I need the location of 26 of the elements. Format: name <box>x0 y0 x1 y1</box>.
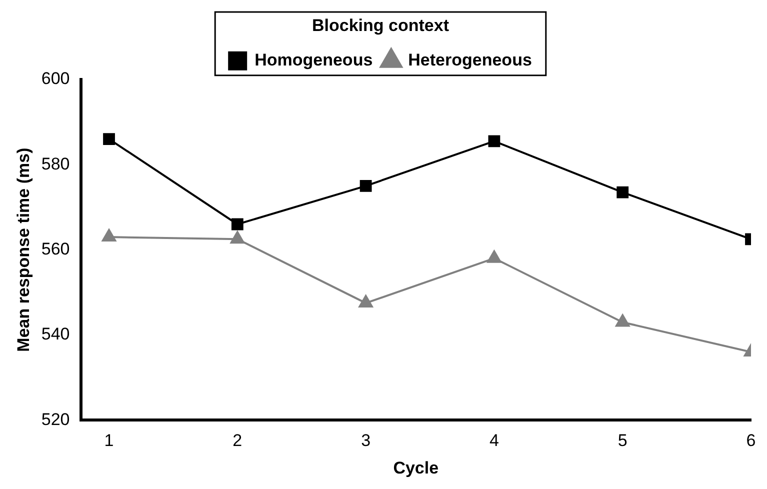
y-tick-label: 540 <box>41 324 70 344</box>
point <box>616 314 630 327</box>
x-tick-label: 5 <box>618 431 628 450</box>
point <box>360 180 372 192</box>
point <box>103 133 115 145</box>
x-tick-label: 6 <box>746 431 756 450</box>
x-axis-title: Cycle <box>393 458 439 478</box>
x-tick-label: 1 <box>104 431 114 450</box>
point <box>231 218 244 230</box>
y-tick-label: 520 <box>41 410 70 429</box>
point <box>616 186 629 198</box>
point <box>358 295 373 308</box>
x-tick-label: 2 <box>232 431 242 450</box>
y-tick-label: 580 <box>41 154 70 174</box>
legend-title: Blocking context <box>312 16 450 36</box>
x-tick-label: 3 <box>361 431 371 450</box>
y-tick-label: 600 <box>41 69 70 88</box>
y-tick-label: 560 <box>41 239 70 258</box>
point <box>488 135 500 148</box>
x-tick-label: 4 <box>489 431 499 450</box>
point <box>487 250 502 263</box>
point <box>230 231 244 244</box>
point <box>102 229 116 242</box>
legend-label: Heterogeneous <box>408 50 532 70</box>
y-axis-title: Mean response time (ms) <box>14 148 33 352</box>
legend-label: Homogeneous <box>254 50 373 70</box>
